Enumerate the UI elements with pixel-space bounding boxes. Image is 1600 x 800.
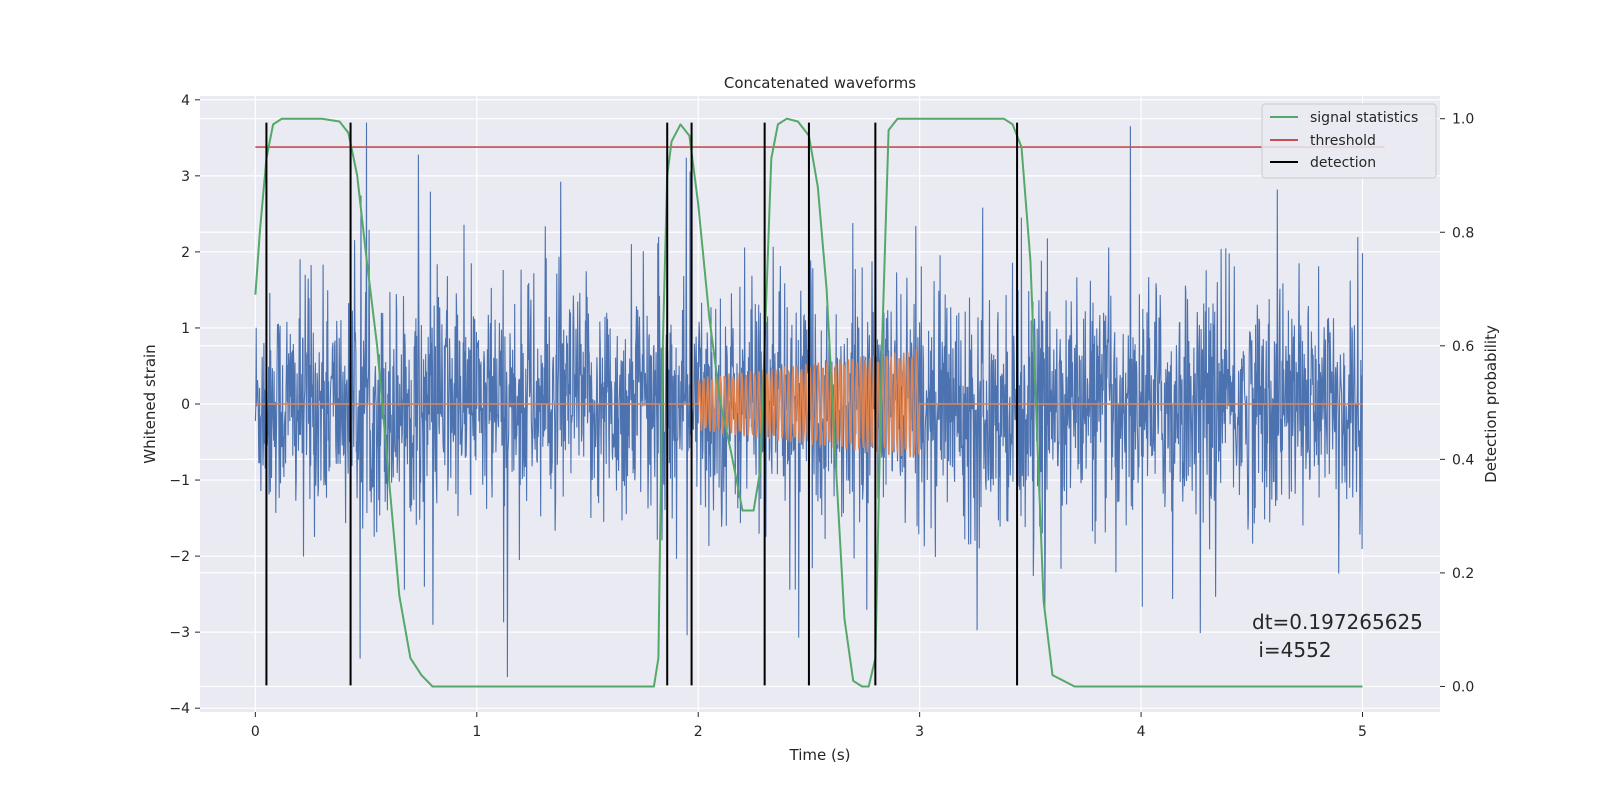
right-axis-ticks: 0.0 0.2 0.4 0.6 0.8 1.0: [1440, 112, 1474, 695]
x-tick-label-3: 3: [915, 724, 924, 740]
y-tick-label-8: 4: [181, 93, 190, 109]
x-tick-label-4: 4: [1137, 724, 1146, 740]
chart-title: Concatenated waveforms: [724, 74, 916, 92]
signal-statistics-series: [254, 117, 1363, 688]
x-tick-label-0: 0: [251, 724, 260, 740]
right-axis-label: Detection probability: [1482, 325, 1500, 483]
y-tick-label-6: 2: [181, 245, 190, 261]
legend-label-threshold: threshold: [1310, 133, 1376, 149]
right-tick-label-0: 0.0: [1452, 679, 1474, 695]
right-tick-label-2: 0.4: [1452, 452, 1474, 468]
annotation: dt=0.197265625 i=4552: [1252, 610, 1423, 662]
x-tick-label-2: 2: [694, 724, 703, 740]
detection-series: [265, 122, 1019, 686]
right-tick-label-1: 0.2: [1452, 566, 1474, 582]
annotation-line2: i=4552: [1252, 638, 1332, 662]
legend-label-detection: detection: [1310, 155, 1376, 171]
x-tick-label-1: 1: [472, 724, 481, 740]
x-tick-label-5: 5: [1358, 724, 1367, 740]
y-tick-label-0: −4: [169, 701, 190, 717]
right-tick-label-3: 0.6: [1452, 339, 1474, 355]
legend-label-signal-statistics: signal statistics: [1310, 110, 1418, 126]
x-axis-ticks: 0 1 2 3 4 5: [251, 712, 1367, 740]
right-tick-label-5: 1.0: [1452, 112, 1474, 128]
signal-statistics-line: [254, 117, 1363, 688]
y-tick-label-2: −2: [169, 549, 190, 565]
y-axis-ticks: −4 −3 −2 −1 0 1 2 3 4: [169, 93, 200, 717]
y-tick-label-1: −3: [169, 625, 190, 641]
y-tick-label-3: −1: [169, 473, 190, 489]
y-tick-label-5: 1: [181, 321, 190, 337]
right-tick-label-4: 0.8: [1452, 225, 1474, 241]
x-axis-label: Time (s): [789, 746, 851, 764]
annotation-line1: dt=0.197265625: [1252, 610, 1423, 634]
y-axis-label: Whitened strain: [141, 344, 159, 463]
y-tick-label-4: 0: [181, 397, 190, 413]
legend-box: [1261, 103, 1437, 179]
y-tick-label-7: 3: [181, 169, 190, 185]
legend: signal statistics threshold detection: [1261, 103, 1437, 179]
